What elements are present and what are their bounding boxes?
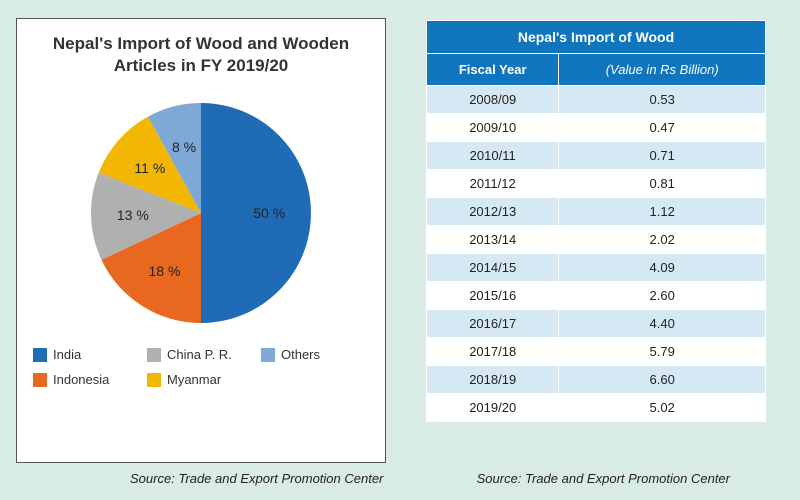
table-cell: 2018/19 bbox=[427, 366, 559, 394]
table-cell: 0.53 bbox=[559, 86, 766, 114]
legend-label: China P. R. bbox=[167, 347, 232, 362]
chart-legend: India China P. R. Others Indonesia Myanmar bbox=[29, 345, 373, 387]
slice-label: 13 % bbox=[117, 207, 149, 223]
legend-item: China P. R. bbox=[147, 347, 255, 362]
slice-label: 11 % bbox=[134, 160, 165, 176]
table-cell: 2017/18 bbox=[427, 338, 559, 366]
table-cell: 4.09 bbox=[559, 254, 766, 282]
table-cell: 5.79 bbox=[559, 338, 766, 366]
table-row: 2019/205.02 bbox=[427, 394, 766, 422]
table-cell: 0.47 bbox=[559, 114, 766, 142]
legend-item: Others bbox=[261, 347, 369, 362]
legend-item: Myanmar bbox=[147, 372, 255, 387]
legend-item: India bbox=[33, 347, 141, 362]
table-cell: 2.02 bbox=[559, 226, 766, 254]
table-row: 2014/154.09 bbox=[427, 254, 766, 282]
table-row: 2016/174.40 bbox=[427, 310, 766, 338]
table-row: 2017/185.79 bbox=[427, 338, 766, 366]
table-cell: 2014/15 bbox=[427, 254, 559, 282]
table-panel: Nepal's Import of Wood Fiscal Year(Value… bbox=[426, 20, 766, 482]
table-row: 2011/120.81 bbox=[427, 170, 766, 198]
legend-swatch bbox=[33, 348, 47, 362]
table-cell: 2.60 bbox=[559, 282, 766, 310]
legend-label: Others bbox=[281, 347, 320, 362]
legend-swatch bbox=[147, 348, 161, 362]
table-row: 2008/090.53 bbox=[427, 86, 766, 114]
table-title: Nepal's Import of Wood bbox=[427, 21, 766, 54]
table-cell: 2013/14 bbox=[427, 226, 559, 254]
pie-chart: 50 % 18 % 13 % 11 % 8 % bbox=[81, 93, 321, 333]
legend-label: Myanmar bbox=[167, 372, 221, 387]
table-row: 2013/142.02 bbox=[427, 226, 766, 254]
table-cell: 2008/09 bbox=[427, 86, 559, 114]
chart-source: Source: Trade and Export Promotion Cente… bbox=[130, 471, 383, 486]
legend-swatch bbox=[33, 373, 47, 387]
column-header: (Value in Rs Billion) bbox=[559, 54, 766, 86]
table-cell: 0.81 bbox=[559, 170, 766, 198]
table-cell: 2015/16 bbox=[427, 282, 559, 310]
table-cell: 2016/17 bbox=[427, 310, 559, 338]
chart-title: Nepal's Import of Wood and Wooden Articl… bbox=[29, 33, 373, 77]
legend-label: India bbox=[53, 347, 81, 362]
table-cell: 4.40 bbox=[559, 310, 766, 338]
slice-label: 18 % bbox=[148, 263, 180, 279]
legend-swatch bbox=[261, 348, 275, 362]
table-cell: 2011/12 bbox=[427, 170, 559, 198]
table-source: Source: Trade and Export Promotion Cente… bbox=[477, 471, 730, 486]
table-cell: 6.60 bbox=[559, 366, 766, 394]
table-row: 2009/100.47 bbox=[427, 114, 766, 142]
table-cell: 5.02 bbox=[559, 394, 766, 422]
pie-chart-panel: Nepal's Import of Wood and Wooden Articl… bbox=[16, 18, 386, 463]
table-cell: 2010/11 bbox=[427, 142, 559, 170]
slice-label: 50 % bbox=[253, 205, 285, 221]
legend-item: Indonesia bbox=[33, 372, 141, 387]
table-cell: 2019/20 bbox=[427, 394, 559, 422]
table-cell: 2009/10 bbox=[427, 114, 559, 142]
import-table: Nepal's Import of Wood Fiscal Year(Value… bbox=[426, 20, 766, 422]
legend-swatch bbox=[147, 373, 161, 387]
column-header: Fiscal Year bbox=[427, 54, 559, 86]
table-row: 2015/162.60 bbox=[427, 282, 766, 310]
slice-label: 8 % bbox=[172, 139, 196, 155]
legend-label: Indonesia bbox=[53, 372, 109, 387]
table-row: 2018/196.60 bbox=[427, 366, 766, 394]
table-cell: 2012/13 bbox=[427, 198, 559, 226]
table-cell: 0.71 bbox=[559, 142, 766, 170]
table-row: 2010/110.71 bbox=[427, 142, 766, 170]
table-row: 2012/131.12 bbox=[427, 198, 766, 226]
table-cell: 1.12 bbox=[559, 198, 766, 226]
